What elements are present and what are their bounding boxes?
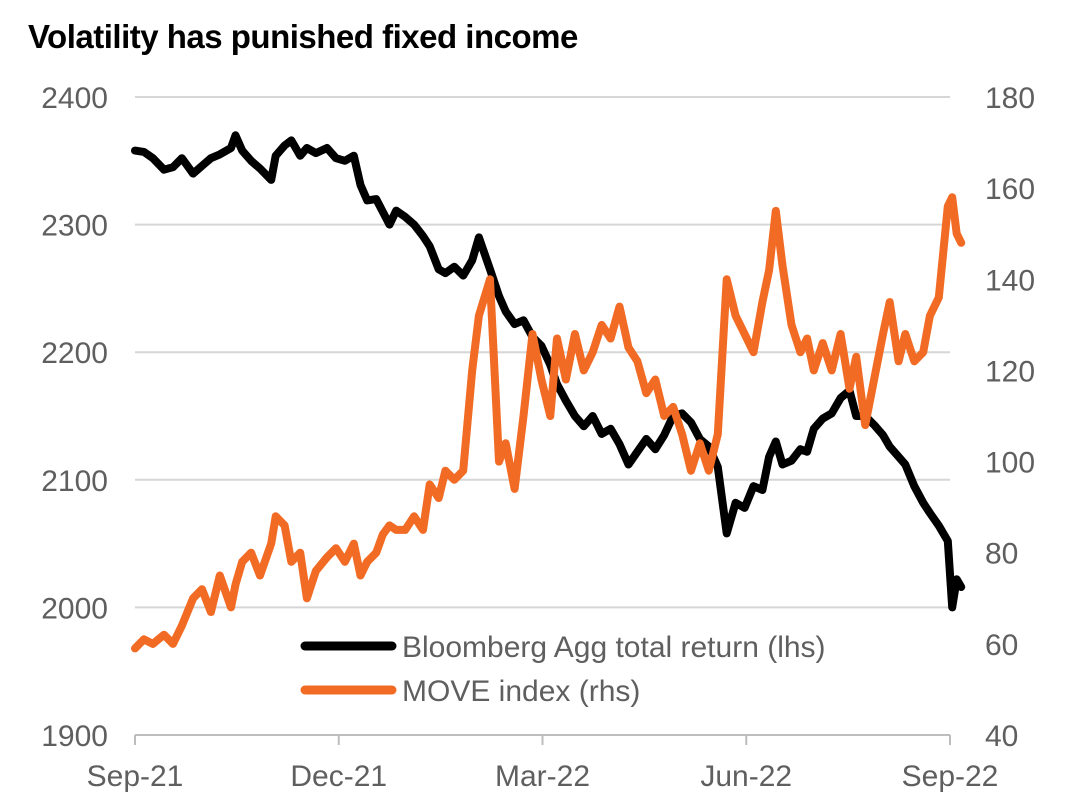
right-axis-ticks: 40 60 80 100 120 140 160 180 <box>985 82 1035 753</box>
legend: Bloomberg Agg total return (lhs) MOVE ind… <box>300 631 826 708</box>
legend-label: MOVE index (rhs) <box>402 675 640 708</box>
left-tick-label: 2300 <box>41 210 108 243</box>
legend-label: Bloomberg Agg total return (lhs) <box>402 631 826 664</box>
x-tick-label: Sep-22 <box>902 760 999 793</box>
left-tick-label: 2200 <box>41 337 108 370</box>
right-tick-label: 80 <box>985 538 1018 571</box>
left-tick-label: 2000 <box>41 592 108 625</box>
right-tick-label: 100 <box>985 447 1035 480</box>
series-line-move-index <box>131 193 966 653</box>
x-tick-label: Mar-22 <box>495 760 590 793</box>
right-tick-label: 180 <box>985 82 1035 115</box>
left-tick-label: 2400 <box>41 82 108 115</box>
chart-title: Volatility has punished fixed income <box>28 18 578 55</box>
right-tick-label: 140 <box>985 264 1035 297</box>
right-tick-label: 40 <box>985 720 1018 753</box>
left-axis-ticks: 1900 2000 2100 2200 2300 2400 <box>41 82 108 753</box>
series-line-bloomberg-agg <box>131 131 966 612</box>
left-tick-label: 2100 <box>41 465 108 498</box>
right-tick-label: 160 <box>985 173 1035 206</box>
x-tick-label: Sep-21 <box>87 760 184 793</box>
right-tick-label: 60 <box>985 629 1018 662</box>
left-tick-label: 1900 <box>41 720 108 753</box>
right-tick-label: 120 <box>985 355 1035 388</box>
x-axis: Sep-21 Dec-21 Mar-22 Jun-22 Sep-22 <box>87 734 999 793</box>
x-tick-label: Jun-22 <box>700 760 792 793</box>
x-tick-label: Dec-21 <box>290 760 387 793</box>
series-lines <box>131 131 966 653</box>
